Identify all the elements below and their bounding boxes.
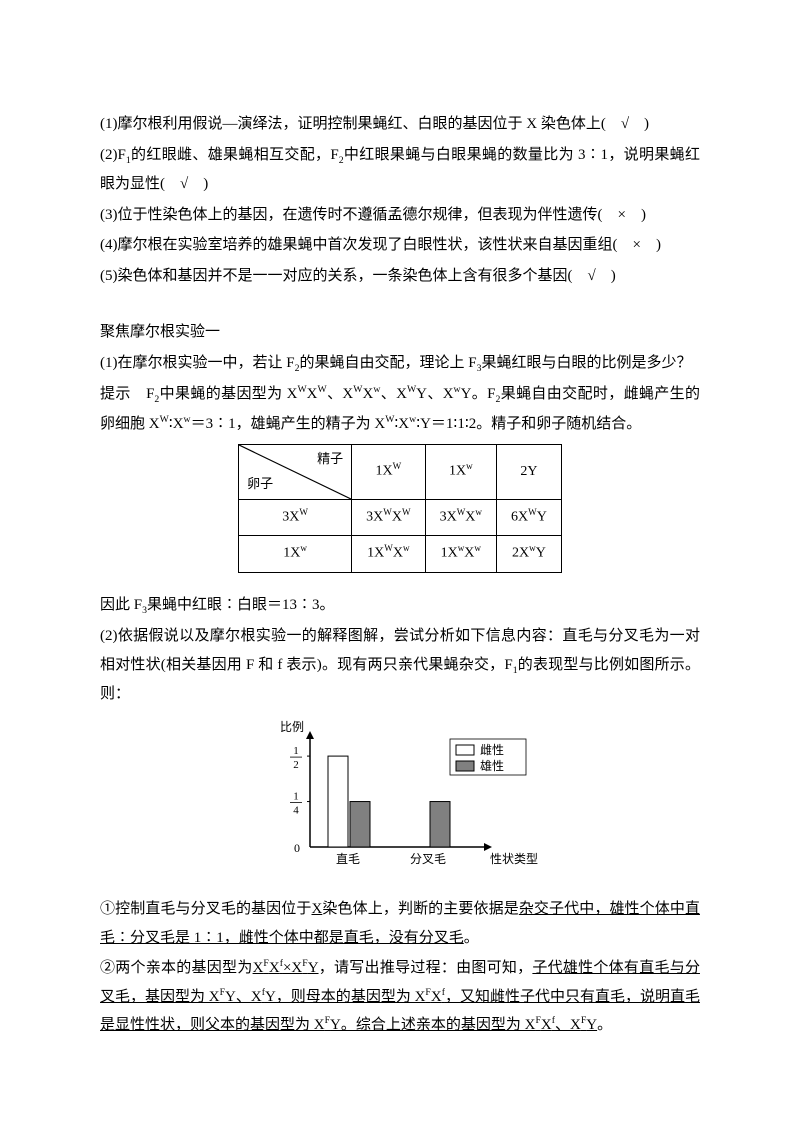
question-1-conclusion: 因此 F3果蝇中红眼∶白眼＝13∶3。 — [100, 591, 700, 621]
answer-1: ①控制直毛与分叉毛的基因位于X染色体上，判断的主要依据是杂交子代中，雄性个体中直… — [100, 895, 700, 952]
answer-2: ②两个亲本的基因型为XFXf×XFY，请写出推导过程：由图可知，子代雄性个体有直… — [100, 954, 700, 1040]
svg-text:1: 1 — [293, 745, 299, 757]
bar-chart: 比例 1 2 1 4 0 直毛 分叉毛 性状类型 雌性雄性 — [255, 715, 545, 886]
svg-text:比例: 比例 — [280, 720, 304, 734]
svg-text:分叉毛: 分叉毛 — [410, 852, 446, 866]
svg-text:雌性: 雌性 — [480, 742, 504, 757]
statement-3: (3)位于性染色体上的基因，在遗传时不遵循孟德尔规律，但表现为伴性遗传( × ) — [100, 201, 700, 230]
svg-text:1: 1 — [293, 790, 299, 802]
svg-text:性状类型: 性状类型 — [490, 852, 538, 866]
question-2-intro: (2)依据假说以及摩尔根实验一的解释图解，尝试分析如下信息内容：直毛与分叉毛为一… — [100, 622, 700, 709]
col-header-3: 2Y — [497, 445, 562, 500]
table-corner: 精子 卵子 — [239, 445, 352, 500]
svg-text:2: 2 — [293, 759, 299, 771]
svg-text:0: 0 — [294, 841, 300, 855]
row-header-1: 3XW — [239, 500, 352, 536]
statement-4: (4)摩尔根在实验室培养的雄果蝇中首次发现了白眼性状，该性状来自基因重组( × … — [100, 231, 700, 260]
punnett-table: 精子 卵子 1XW 1Xw 2Y 3XW 3XWXW 3XWXw 6XWY 1X… — [238, 444, 562, 573]
table-row: 3XW 3XWXW 3XWXw 6XWY — [239, 500, 562, 536]
question-1: (1)在摩尔根实验一中，若让 F2的果蝇自由交配，理论上 F3果蝇红眼与白眼的比… — [100, 349, 700, 379]
question-1-hint: 提示 F2中果蝇的基因型为 XWXW、XWXw、XWY、XwY。F2果蝇自由交配… — [100, 380, 700, 438]
statement-1: (1)摩尔根利用假说—演绎法，证明控制果蝇红、白眼的基因位于 X 染色体上( √… — [100, 110, 700, 139]
section-heading: 聚焦摩尔根实验一 — [100, 318, 700, 347]
svg-text:直毛: 直毛 — [336, 852, 360, 866]
table-row: 1Xw 1XWXw 1XwXw 2XwY — [239, 536, 562, 572]
col-header-1: 1XW — [352, 445, 425, 500]
row-header-2: 1Xw — [239, 536, 352, 572]
svg-text:4: 4 — [293, 804, 299, 816]
statement-5: (5)染色体和基因并不是一一对应的关系，一条染色体上含有很多个基因( √ ) — [100, 262, 700, 291]
col-header-2: 1Xw — [425, 445, 496, 500]
svg-text:雄性: 雄性 — [480, 758, 504, 773]
statement-2: (2)F1的红眼雌、雄果蝇相互交配，F2中红眼果蝇与白眼果蝇的数量比为 3∶1，… — [100, 141, 700, 199]
